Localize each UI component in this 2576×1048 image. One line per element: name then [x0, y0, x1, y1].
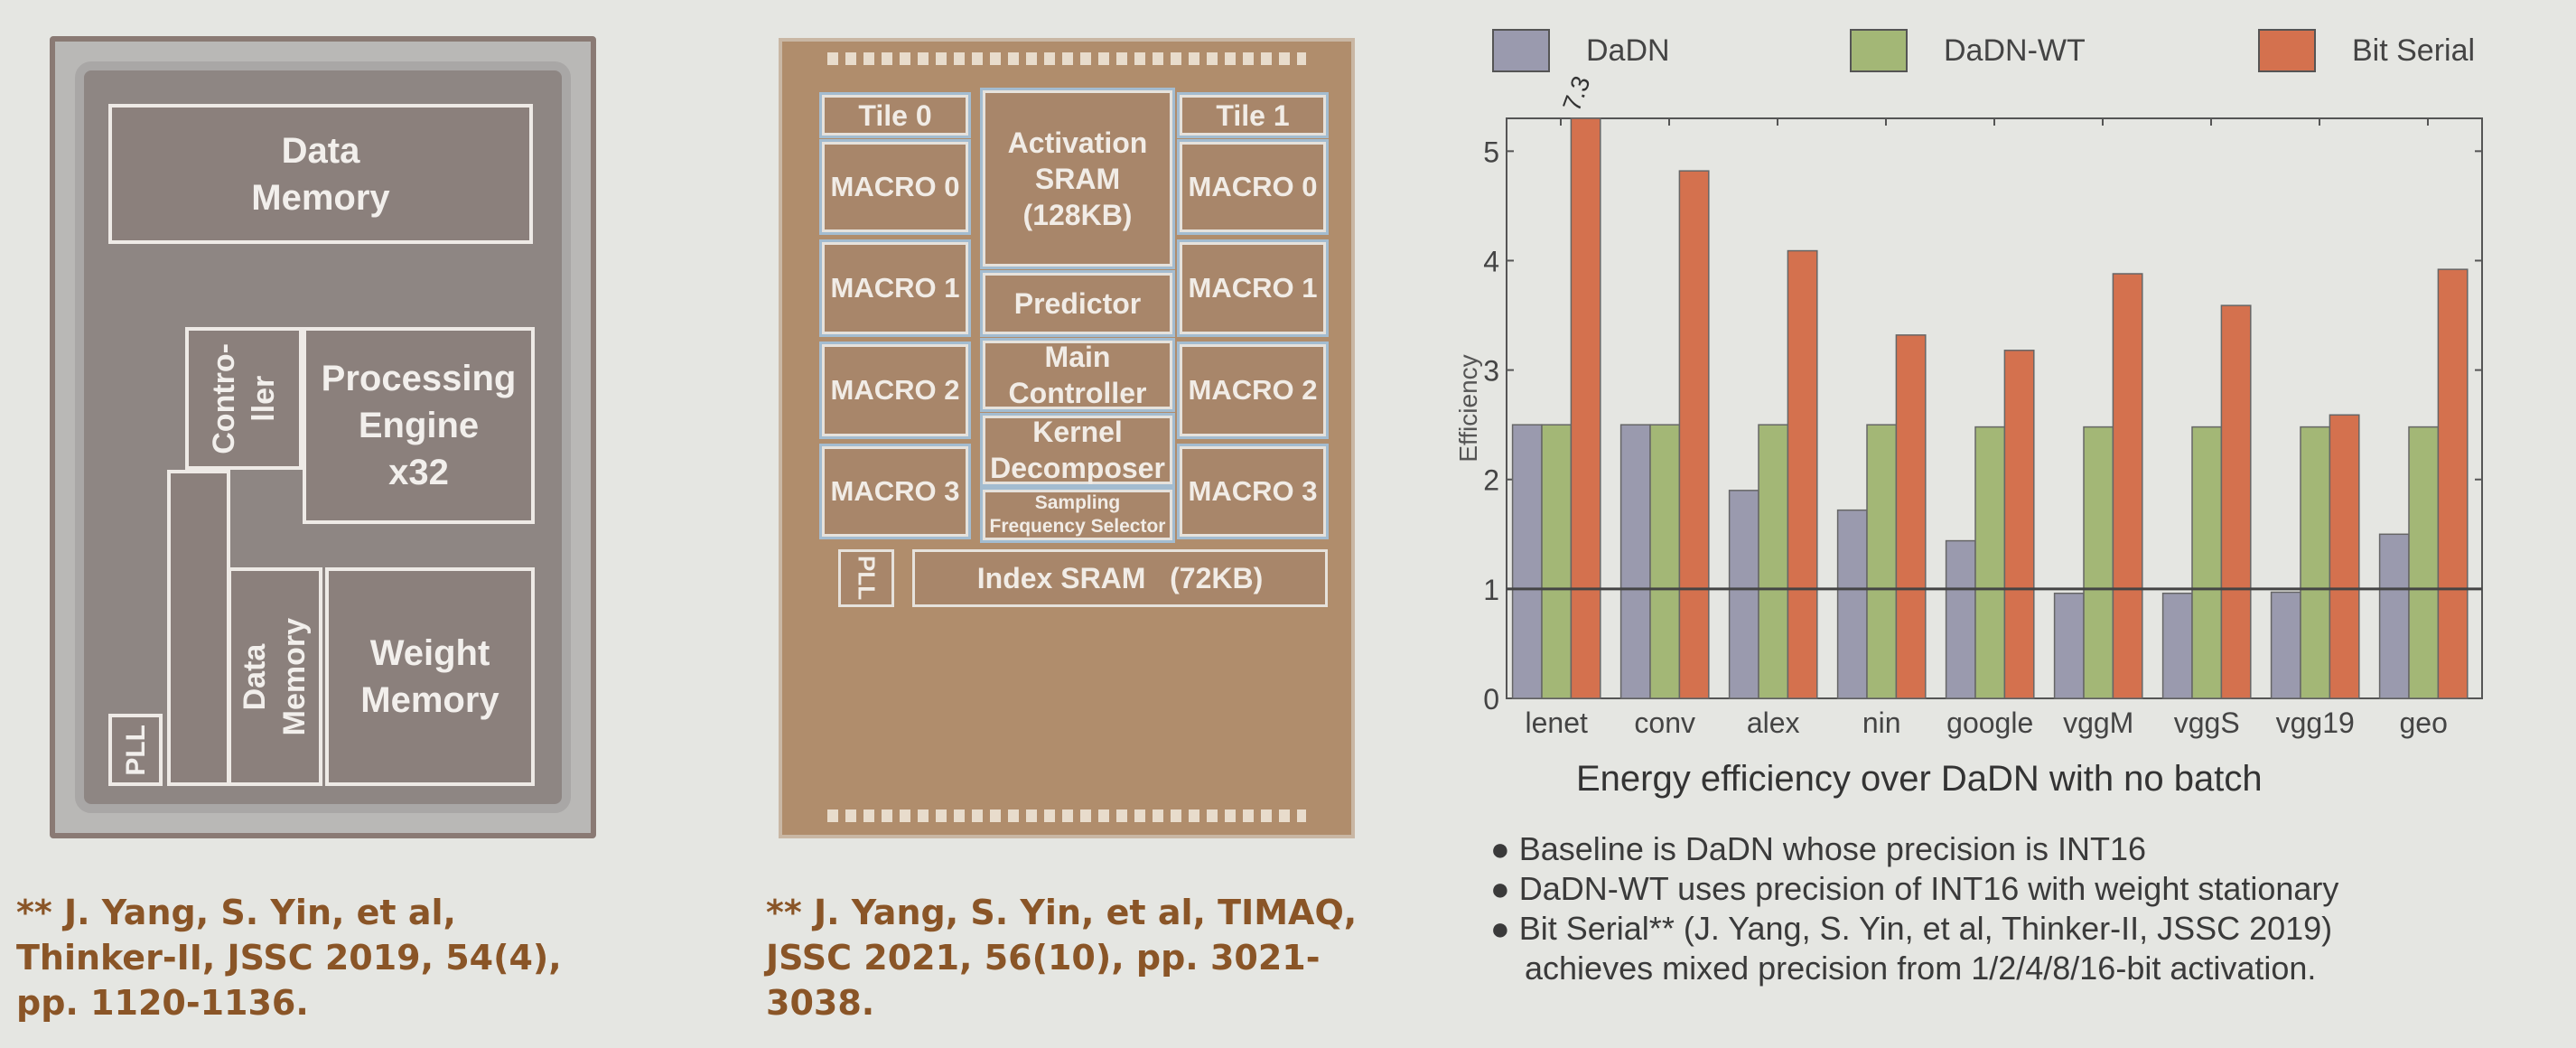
tile-0-label: Tile 0: [819, 92, 971, 138]
legend-bit-serial: Bit Serial: [2258, 29, 2475, 72]
x-tick-label: conv: [1634, 706, 1695, 739]
bullet-text: Baseline is DaDN whose precision is INT1…: [1518, 830, 2147, 867]
y-tick-label: 1: [1483, 574, 1499, 606]
kernel-decomposer-block: Kernel Decomposer: [980, 413, 1175, 487]
chip2-caption: ** J. Yang, S. Yin, et al, TIMAQ, JSSC 2…: [766, 893, 1358, 1023]
y-axis-label: Efficiency: [1454, 354, 1482, 462]
tile0-macro-1: MACRO 1: [819, 239, 971, 337]
tile-1-label: Tile 1: [1177, 92, 1329, 138]
y-tick-label: 0: [1483, 683, 1499, 716]
x-tick-label: vggM: [2063, 706, 2133, 739]
bar-dadn-vggM: [2053, 592, 2085, 699]
bullet-text: Bit Serial** (J. Yang, S. Yin, et al, Th…: [1518, 910, 2333, 947]
legend-swatch-dadn: [1492, 29, 1550, 72]
legend-label-dadn-wt: DaDN-WT: [1944, 33, 2086, 68]
bar-bit-serial-conv: [1678, 170, 1710, 699]
chip1-caption: ** J. Yang, S. Yin, et al, Thinker-II, J…: [16, 893, 562, 1023]
activation-sram-block: Activation SRAM (128KB): [980, 88, 1175, 269]
pll-block: PLL: [108, 714, 163, 786]
bar-dadn-wt-vgg19: [2300, 426, 2331, 699]
weight-memory-block: Weight Memory: [325, 567, 535, 786]
bar-dadn-wt-nin: [1866, 424, 1898, 699]
pll-block-2: PLL: [838, 549, 894, 607]
bar-dadn-wt-conv: [1649, 424, 1681, 699]
legend-swatch-bit-serial: [2258, 29, 2316, 72]
y-tick-label: 4: [1483, 245, 1499, 277]
x-tick-label: vggS: [2174, 706, 2240, 739]
legend-label-bit-serial: Bit Serial: [2352, 33, 2476, 68]
legend-swatch-dadn-wt: [1850, 29, 1908, 72]
bullet-text: DaDN-WT uses precision of INT16 with wei…: [1518, 870, 2339, 907]
io-pads-bottom: [827, 809, 1306, 822]
bullet-item: ● Bit Serial** (J. Yang, S. Yin, et al, …: [1490, 910, 2333, 947]
bar-dadn-wt-alex: [1758, 424, 1789, 699]
y-tick-label: 2: [1483, 464, 1499, 497]
data-memory-2-block: Data Memory: [228, 567, 322, 786]
main-controller-block: Main Controller: [980, 338, 1175, 412]
legend-dadn: DaDN: [1492, 29, 1670, 72]
tile1-macro-0: MACRO 0: [1177, 139, 1329, 235]
y-tick-label: 5: [1483, 136, 1499, 168]
tile1-macro-2: MACRO 2: [1177, 342, 1329, 439]
data-memory-block: Data Memory: [108, 104, 533, 244]
bar-bit-serial-vggM: [2112, 273, 2143, 699]
controller-block: Contro- ller: [185, 327, 303, 470]
tile1-macro-1: MACRO 1: [1177, 239, 1329, 337]
index-sram-block: Index SRAM (72KB): [912, 549, 1328, 607]
bullet-item: ● Baseline is DaDN whose precision is IN…: [1490, 830, 2147, 867]
bar-dadn-lenet: [1511, 424, 1543, 699]
x-tick-label: alex: [1747, 706, 1800, 739]
bar-dadn-wt-google: [1974, 426, 2006, 699]
bar-bit-serial-lenet: [1570, 117, 1601, 699]
bar-dadn-conv: [1619, 424, 1651, 699]
clipped-value-annotation: 7.3: [1557, 72, 1595, 115]
bar-dadn-vggS: [2161, 592, 2193, 699]
bar-bit-serial-alex: [1787, 249, 1818, 699]
x-tick-label: vgg19: [2276, 706, 2355, 739]
bar-bit-serial-vgg19: [2329, 414, 2360, 699]
x-tick-label: geo: [2400, 706, 2448, 739]
x-tick-label: google: [1946, 706, 2033, 739]
bar-bit-serial-nin: [1895, 334, 1927, 699]
pe-extension-block: [167, 470, 230, 786]
tile0-macro-2: MACRO 2: [819, 342, 971, 439]
bar-dadn-wt-lenet: [1541, 424, 1573, 699]
tile0-macro-3: MACRO 3: [819, 444, 971, 539]
bar-dadn-wt-vggS: [2191, 426, 2223, 699]
x-axis-label: Energy efficiency over DaDN with no batc…: [1576, 759, 2263, 799]
bar-dadn-google: [1945, 539, 1976, 699]
x-tick-label: nin: [1862, 706, 1901, 739]
bullet-list: ● Baseline is DaDN whose precision is IN…: [1490, 829, 2338, 988]
bar-dadn-vgg19: [2270, 591, 2301, 699]
bar-bit-serial-geo: [2437, 268, 2469, 699]
bullet-item: achieves mixed precision from 1/2/4/8/16…: [1490, 949, 2338, 988]
processing-engine-block: Processing Engine x32: [303, 327, 535, 524]
bullet-item: ● DaDN-WT uses precision of INT16 with w…: [1490, 870, 2339, 907]
y-tick-label: 3: [1483, 355, 1499, 388]
tile1-macro-3: MACRO 3: [1177, 444, 1329, 539]
x-tick-label: lenet: [1526, 706, 1589, 739]
bar-bit-serial-google: [2003, 350, 2035, 699]
bar-dadn-wt-geo: [2408, 426, 2440, 699]
predictor-block: Predictor: [980, 270, 1175, 337]
bar-bit-serial-vggS: [2220, 304, 2252, 699]
bar-dadn-nin: [1836, 509, 1868, 699]
legend-dadn-wt: DaDN-WT: [1850, 29, 2086, 72]
io-pads-top: [827, 52, 1306, 65]
bar-dadn-alex: [1728, 490, 1759, 699]
bullet-text: achieves mixed precision from 1/2/4/8/16…: [1525, 950, 2317, 987]
pll-2-label: PLL: [853, 556, 881, 601]
bar-dadn-wt-vggM: [2083, 426, 2114, 699]
legend-label-dadn: DaDN: [1586, 33, 1670, 68]
bar-dadn-geo: [2378, 533, 2410, 699]
sampling-frequency-selector-block: Sampling Frequency Selector: [980, 487, 1175, 543]
tile0-macro-0: MACRO 0: [819, 139, 971, 235]
